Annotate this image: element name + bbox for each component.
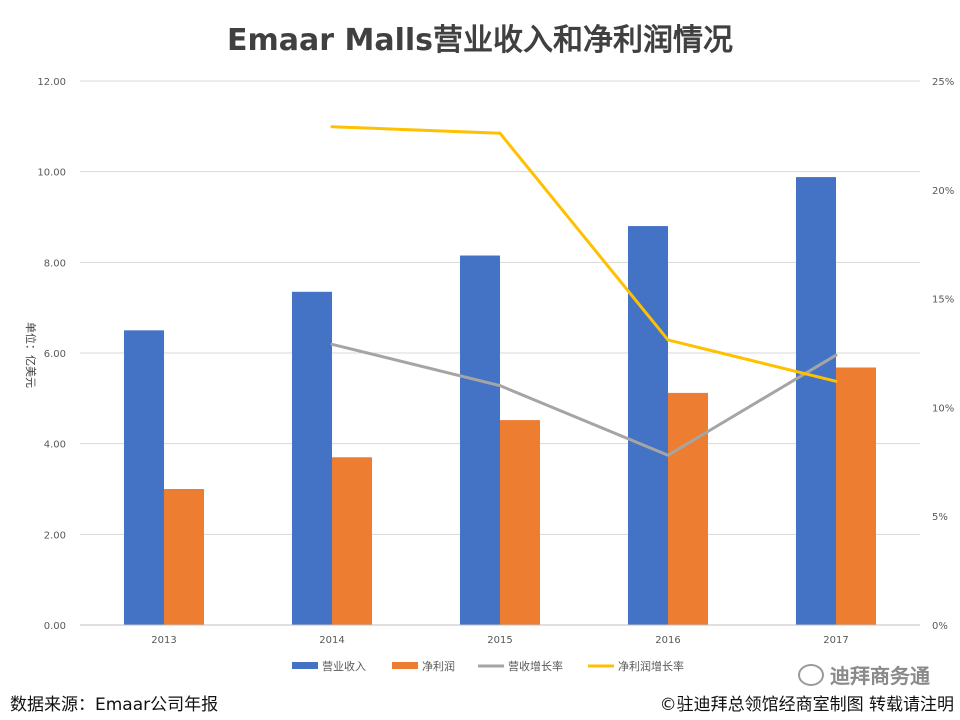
watermark-text: 迪拜商务通 (830, 664, 930, 688)
bar (628, 226, 668, 626)
x-tick-label: 2013 (151, 635, 176, 646)
y2-tick-label: 5% (932, 512, 948, 523)
bar (292, 291, 332, 625)
bar (124, 330, 164, 625)
legend-swatch (292, 662, 318, 669)
bar (460, 255, 500, 626)
y-axis-label: 单位：亿美元 (24, 322, 38, 388)
y-tick-label: 4.00 (44, 440, 66, 451)
bar (796, 177, 836, 625)
y-tick-label: 2.00 (44, 530, 66, 541)
bar (668, 392, 708, 625)
y-tick-label: 12.00 (37, 77, 66, 88)
y-tick-label: 6.00 (44, 349, 66, 360)
y2-tick-label: 10% (932, 403, 954, 414)
y2-tick-label: 25% (932, 77, 954, 88)
axes: 0.00 2.00 4.00 6.00 8.00 10.00 12.00 0% 5% 10% 15%… (37, 77, 954, 646)
x-tick-label: 2015 (487, 635, 512, 646)
wechat-icon (798, 663, 824, 686)
y2-tick-label: 0% (932, 621, 948, 632)
y2-tick-label: 20% (932, 186, 954, 197)
y-tick-label: 0.00 (44, 621, 66, 632)
x-tick-label: 2014 (319, 635, 344, 646)
bar (836, 367, 876, 625)
y-tick-label: 8.00 (44, 258, 66, 269)
legend-label: 净利润增长率 (618, 659, 684, 673)
bar (500, 420, 540, 625)
legend-label: 净利润 (422, 659, 455, 673)
y2-tick-label: 15% (932, 295, 954, 306)
legend-label: 营收增长率 (508, 659, 563, 673)
x-tick-label: 2016 (655, 635, 680, 646)
series-line (330, 125, 838, 383)
copyright-note: ©驻迪拜总领馆经商室制图 转载请注明 (659, 695, 954, 715)
source-note: 数据来源：Emaar公司年报 (10, 695, 219, 715)
bars (124, 177, 876, 626)
legend: 营业收入 净利润 营收增长率 净利润增长率 (292, 659, 684, 673)
x-tick-label: 2017 (823, 635, 848, 646)
chart-title: Emaar Malls营业收入和净利润情况 (227, 23, 733, 58)
y-tick-label: 10.00 (37, 168, 66, 179)
legend-label: 营业收入 (322, 659, 366, 673)
series-line (330, 342, 838, 457)
watermark: 迪拜商务通 (798, 660, 930, 689)
bar (164, 489, 204, 625)
bar (332, 457, 372, 625)
lines (330, 125, 838, 457)
legend-swatch (392, 662, 418, 669)
